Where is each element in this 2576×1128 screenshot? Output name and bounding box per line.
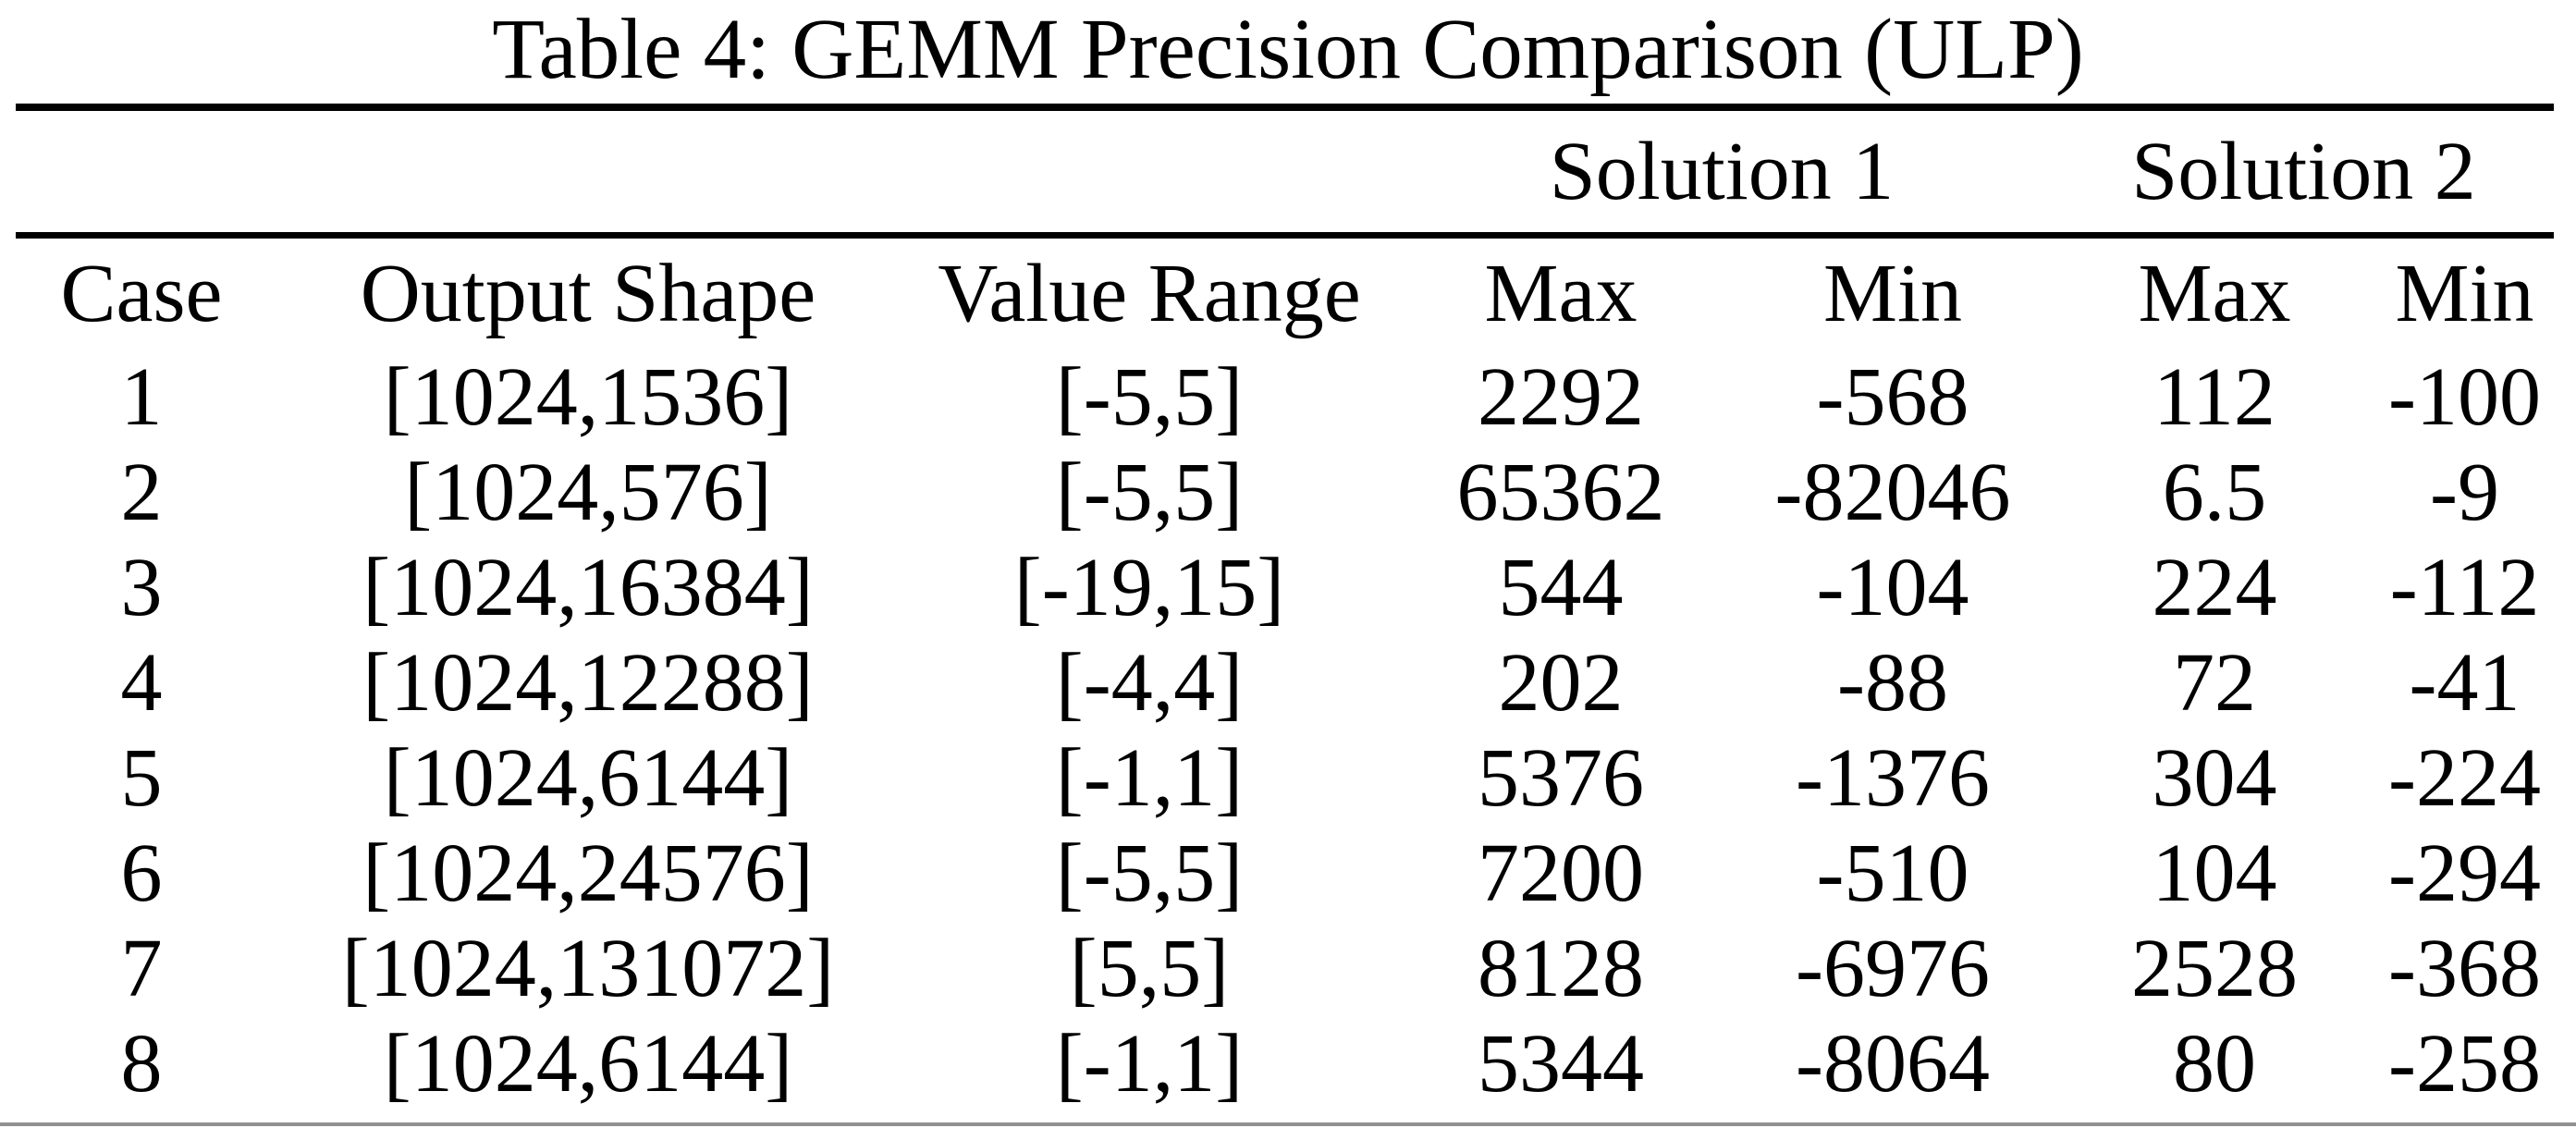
table-row: 6 [1024,24576] [-5,5] 7200 -510 104 -294: [16, 826, 2554, 921]
table-cell: -104: [1816, 542, 1969, 633]
column-header-value-range: Value Range: [938, 248, 1361, 340]
table-cell: 5: [120, 732, 163, 824]
empty-cell: [909, 107, 1390, 235]
table-cell: 202: [1498, 637, 1624, 729]
table-cell: 2528: [2131, 923, 2299, 1014]
table-cell: [1024,12288]: [362, 637, 814, 729]
table-cell: [-4,4]: [1055, 637, 1244, 729]
table-cell: 5344: [1478, 1018, 1644, 1110]
table-cell: 80: [2173, 1018, 2257, 1110]
table-row: 8 [1024,6144] [-1,1] 5344 -8064 80 -258: [16, 1016, 2554, 1111]
column-header-s2-min: Min: [2395, 248, 2534, 340]
table-cell: [-5,5]: [1055, 447, 1244, 538]
table-cell: -294: [2388, 828, 2542, 919]
table-cell: [-1,1]: [1055, 1018, 1244, 1110]
table-cell: -6976: [1796, 923, 1990, 1014]
table-cell: 2: [120, 447, 163, 538]
table-row: 1 [1024,1536] [-5,5] 2292 -568 112 -100: [16, 349, 2554, 445]
table-cell: 6: [120, 828, 163, 919]
group-header-solution1: Solution 1: [1549, 125, 1895, 217]
table-cell: 6.5: [2162, 447, 2267, 538]
table-cell: 72: [2173, 637, 2257, 729]
column-header-row: Case Output Shape Value Range Max Min Ma…: [16, 235, 2554, 349]
column-header-output-shape: Output Shape: [360, 248, 816, 340]
table-row: 2 [1024,576] [-5,5] 65362 -82046 6.5 -9: [16, 445, 2554, 540]
table-cell: 7200: [1478, 828, 1644, 919]
table-cell: [1024,576]: [404, 447, 772, 538]
table-cell: 224: [2152, 542, 2277, 633]
table-cell: [1024,131072]: [341, 923, 835, 1014]
table-cell: -41: [2409, 637, 2521, 729]
table-cell: -224: [2388, 732, 2542, 824]
column-header-s2-max: Max: [2138, 248, 2291, 340]
table-row: 4 [1024,12288] [-4,4] 202 -88 72 -41: [16, 635, 2554, 730]
table-cell: [-5,5]: [1055, 828, 1244, 919]
table-cell: 304: [2152, 732, 2277, 824]
table-cell: 7: [120, 923, 163, 1014]
table-cell: [1024,16384]: [362, 542, 814, 633]
table-cell: -112: [2389, 542, 2540, 633]
table-cell: 112: [2153, 351, 2275, 443]
table-row: 5 [1024,6144] [-1,1] 5376 -1376 304 -224: [16, 730, 2554, 826]
table-cell: -510: [1816, 828, 1969, 919]
table-cell: -88: [1837, 637, 1948, 729]
group-header-row: Solution 1 Solution 2: [16, 107, 2555, 235]
table-cell: 544: [1498, 542, 1624, 633]
table-cell: -568: [1816, 351, 1969, 443]
gemm-precision-table: Solution 1 Solution 2 Case Output Shape …: [16, 104, 2555, 1128]
table-cell: -368: [2388, 923, 2542, 1014]
table-cell: -8064: [1796, 1018, 1990, 1110]
table-cell: 2292: [1478, 351, 1644, 443]
table-cell: -9: [2430, 447, 2500, 538]
table-cell: 1: [120, 351, 163, 443]
empty-cell: [16, 107, 267, 235]
column-header-s1-max: Max: [1484, 248, 1638, 340]
table-cell: 65362: [1456, 447, 1665, 538]
table-cell: 5376: [1478, 732, 1644, 824]
table-cell: -1376: [1796, 732, 1990, 824]
table-cell: -82046: [1774, 447, 2011, 538]
column-header-s1-min: Min: [1822, 248, 1963, 340]
table-cell: -100: [2388, 351, 2542, 443]
table-cell: 8: [120, 1018, 163, 1110]
table-cell: [-19,15]: [1013, 542, 1285, 633]
empty-cell: [267, 107, 909, 235]
table-cell: -258: [2388, 1018, 2542, 1110]
table-cell: [1024,1536]: [383, 351, 793, 443]
table-cell: 4: [120, 637, 163, 729]
column-header-case: Case: [60, 248, 223, 340]
table-row: 7 [1024,131072] [5,5] 8128 -6976 2528 -3…: [16, 921, 2554, 1016]
screenshot-bottom-edge: [0, 1122, 2576, 1126]
table-cell: [-5,5]: [1055, 351, 1244, 443]
group-header-solution2: Solution 2: [2131, 125, 2476, 217]
table-cell: [1024,6144]: [383, 1018, 793, 1110]
table-cell: 104: [2152, 828, 2277, 919]
table-row: 3 [1024,16384] [-19,15] 544 -104 224 -11…: [16, 540, 2554, 635]
table-cell: [1024,24576]: [362, 828, 814, 919]
table-cell: [5,5]: [1069, 923, 1230, 1014]
table-caption: Table 4: GEMM Precision Comparison (ULP): [492, 1, 2084, 97]
table-cell: 8128: [1478, 923, 1644, 1014]
table-cell: 3: [120, 542, 163, 633]
table-cell: [1024,6144]: [383, 732, 793, 824]
table-cell: [-1,1]: [1055, 732, 1244, 824]
